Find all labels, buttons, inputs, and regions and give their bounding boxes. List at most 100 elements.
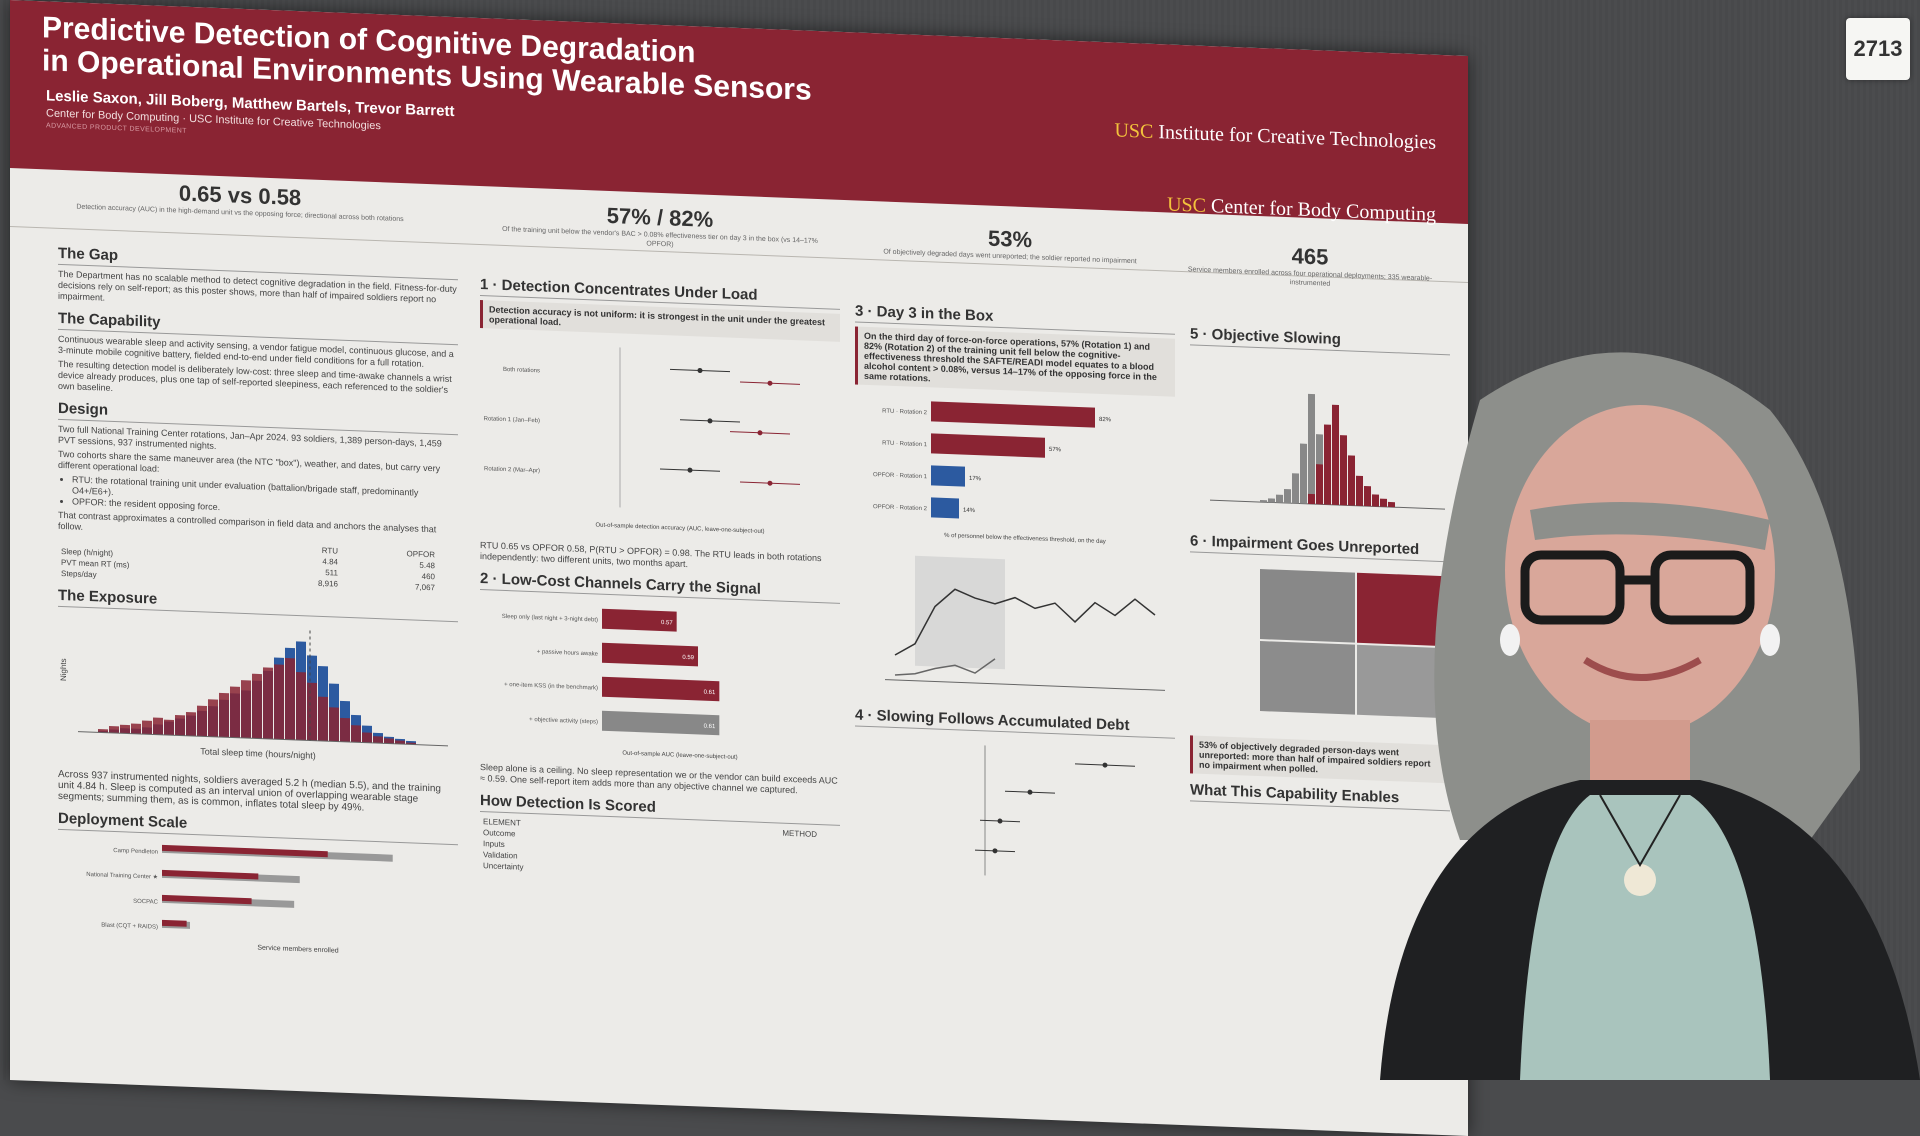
forest-point xyxy=(707,418,713,424)
section-1-text: RTU 0.65 vs OPFOR 0.58, P(RTU > OPFOR) =… xyxy=(480,540,822,570)
box-shading xyxy=(915,555,1005,670)
channel-bar-label: Sleep only (last night + 3-night debt) xyxy=(502,614,598,624)
debt-forest-plot xyxy=(975,745,1135,876)
forest-xlabel: Out-of-sample detection accuracy (AUC, l… xyxy=(595,522,764,534)
slow-bar-red xyxy=(1348,455,1355,506)
histo-bar-rtu xyxy=(197,705,207,737)
deploy-bar-enrolled xyxy=(162,844,328,858)
histo-bar-rtu xyxy=(208,699,218,737)
day3-xlabel: % of personnel below the effectiveness t… xyxy=(944,533,1106,545)
earring-icon xyxy=(1500,624,1520,656)
histo-bar-rtu xyxy=(252,673,262,739)
channel-bar-label: + passive hours awake xyxy=(537,649,599,657)
channel-bar xyxy=(602,642,698,667)
histo-bar-rtu xyxy=(241,680,251,739)
auc-forest-plot: Both rotations Rotation 1 (Jan–Feb) Rotati… xyxy=(484,347,800,535)
deploy-bar-label: Camp Pendleton xyxy=(113,848,158,856)
stat-auc: 0.65 vs 0.58 Detection accuracy (AUC) in … xyxy=(76,180,404,224)
slow-bar-red xyxy=(1356,475,1363,506)
glasses-icon xyxy=(1520,550,1755,625)
presenter-photo xyxy=(1380,352,1920,1080)
slow-bar-red xyxy=(1388,501,1395,508)
earring-icon xyxy=(1760,624,1780,656)
booth-number-sign: 2713 xyxy=(1846,18,1910,80)
day-series-line-chart xyxy=(885,555,1165,691)
histo-bar-rtu xyxy=(98,728,108,733)
presenter-sweater xyxy=(1520,795,1770,1080)
histo-bar-rtu xyxy=(318,696,328,742)
stat-enrolled: 465 Service members enrolled across four … xyxy=(1187,243,1433,288)
slow-bar-grey xyxy=(1292,473,1299,504)
histo-bar-rtu xyxy=(362,732,372,743)
pendant-icon xyxy=(1624,864,1656,896)
slow-bar-red xyxy=(1316,464,1323,505)
histo-bar-rtu xyxy=(274,664,284,740)
presenter-smile xyxy=(1583,656,1702,681)
column-4: 5 · Objective Slowing 6 · Impairment Goe… xyxy=(1190,317,1450,815)
histo-bar-rtu xyxy=(219,692,229,738)
histo-bar-rtu xyxy=(384,738,394,744)
day3-bar-value: 17% xyxy=(969,476,982,482)
histo-bar-rtu xyxy=(230,686,240,738)
channel-bar xyxy=(602,676,720,702)
day3-bar xyxy=(931,433,1045,458)
stat-day3: 57% / 82% Of the training unit below the … xyxy=(502,202,818,249)
slow-bar-grey xyxy=(1276,494,1283,503)
histo-bar-rtu xyxy=(131,723,141,735)
stat-unreported: 53% Of objectively degraded days went unr… xyxy=(883,225,1137,266)
slow-bar-grey xyxy=(1300,443,1307,504)
forest-row-label: Rotation 2 (Mar–Apr) xyxy=(484,466,540,474)
forest-point xyxy=(767,380,773,386)
histo-bar-rtu xyxy=(373,736,383,744)
column-1: The Gap The Department has no scalable m… xyxy=(58,237,458,964)
deploy-bar-label: Blast (CQT + RAIDS) xyxy=(101,923,158,931)
usc-ict-logo: USC Institute for Creative Technologies xyxy=(1114,119,1436,154)
deploy-bar-label: SOCPAC xyxy=(133,899,159,906)
deploy-bar-enrolled xyxy=(162,919,187,927)
histo-bar-rtu xyxy=(175,714,185,736)
impairment-quadrant xyxy=(1260,569,1447,719)
histo-axis xyxy=(78,731,448,747)
slow-bar-grey xyxy=(1284,488,1291,504)
histo-bar-rtu xyxy=(164,719,174,736)
channel-bar-value: 0.59 xyxy=(682,655,694,661)
deploy-bar-label: National Training Center ★ xyxy=(86,871,158,881)
slow-bar-grey xyxy=(1268,498,1275,503)
necklace xyxy=(1599,794,1681,868)
slowing-histogram xyxy=(1210,393,1445,510)
histo-bar-rtu xyxy=(153,717,163,735)
quadrant-cell-unreported xyxy=(1357,572,1447,647)
histo-bar-rtu xyxy=(142,720,152,735)
estimate-interval xyxy=(1075,763,1135,767)
histo-xlabel: Total sleep time (hours/night) xyxy=(200,746,316,760)
forest-row-label: Rotation 1 (Jan–Feb) xyxy=(484,416,540,424)
channel-xlabel: Out-of-sample AUC (leave-one-subject-out… xyxy=(622,751,737,761)
deploy-bar-enrolled xyxy=(162,869,259,880)
slow-bar-red xyxy=(1324,424,1331,505)
quadrant-cell xyxy=(1260,569,1355,643)
day3-bar xyxy=(931,401,1095,428)
day3-bar-label: RTU · Rotation 1 xyxy=(882,441,928,449)
forest-row-label: Both rotations xyxy=(503,367,540,374)
slow-bar-red xyxy=(1380,498,1387,507)
slow-bar-red xyxy=(1332,404,1339,506)
quadrant-cell xyxy=(1357,644,1447,719)
column-2: 1 · Detection Concentrates Under Load De… xyxy=(480,268,840,885)
histo-bar-rtu xyxy=(285,657,295,740)
day3-bar xyxy=(931,497,959,519)
channel-bar xyxy=(602,608,677,632)
channel-bar-value: 0.61 xyxy=(704,724,716,730)
slow-bar-red xyxy=(1364,486,1371,507)
channel-bar xyxy=(602,710,720,736)
deploy-bar-enrolled xyxy=(162,894,252,905)
forest-point xyxy=(687,467,693,473)
forest-point xyxy=(757,430,763,436)
research-poster: Predictive Detection of Cognitive Degrad… xyxy=(10,0,1468,1136)
column-3: 3 · Day 3 in the Box On the third day of… xyxy=(855,294,1175,897)
presenter-face xyxy=(1505,405,1775,735)
histo-ylabel: Nights xyxy=(59,658,68,681)
slow-bar-red xyxy=(1308,493,1315,505)
forest-point xyxy=(767,480,773,486)
rtu-line xyxy=(894,588,1156,656)
histo-bar-rtu xyxy=(296,671,306,741)
